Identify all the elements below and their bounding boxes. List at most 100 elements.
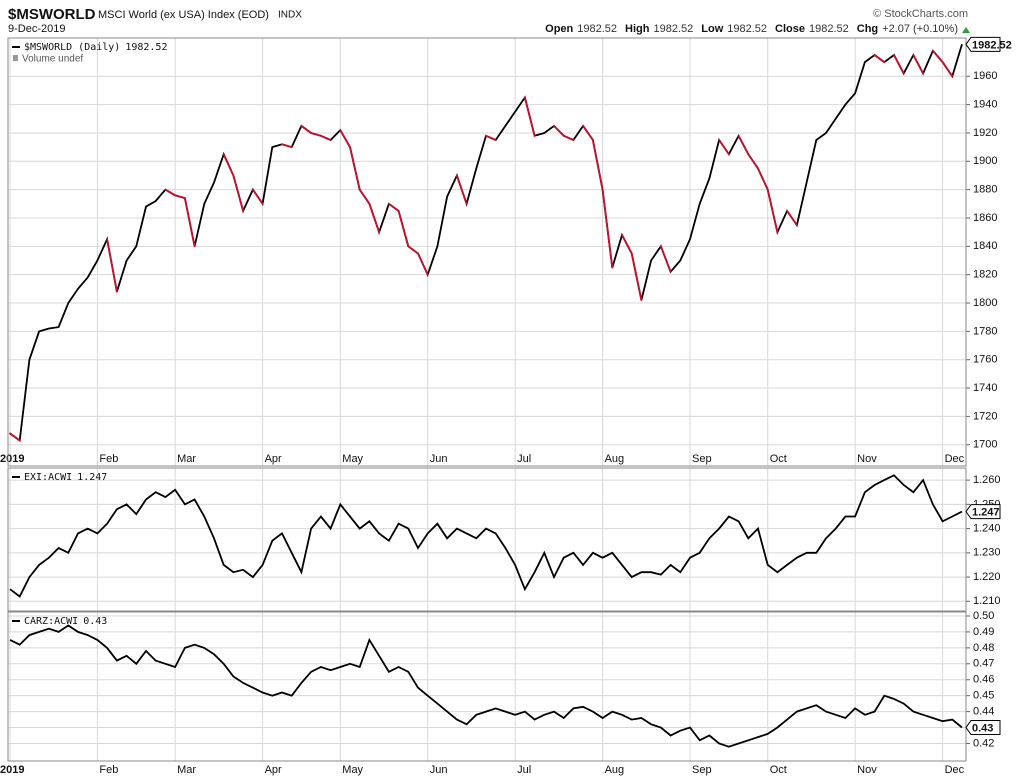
last-value-label: 1.247: [972, 507, 1000, 519]
down-segment: [397, 210, 410, 248]
source: © StockCharts.com: [873, 8, 968, 20]
stat-value: 1982.52: [809, 23, 849, 35]
panel-border: [7, 611, 967, 762]
x-tick-label: May: [342, 453, 363, 465]
panel-border: [7, 37, 967, 467]
down-segment: [523, 96, 536, 137]
stat-label: High: [625, 23, 650, 35]
last-value-box: [965, 720, 1001, 736]
y-tick-label: 0.48: [973, 642, 994, 654]
volume-icon: [13, 55, 18, 61]
last-value-box: [965, 36, 1001, 52]
price-line: [9, 474, 963, 598]
down-segment: [349, 146, 361, 191]
x-tick-label: Aug: [605, 764, 625, 776]
x-tick-label: Feb: [99, 764, 118, 776]
x-tick-label: Jun: [430, 764, 448, 776]
down-segment: [630, 252, 643, 302]
legend-name: CARZ:ACWI: [24, 616, 78, 627]
x-tick-label: Apr: [265, 453, 282, 465]
x-tick-label: Oct: [770, 764, 787, 776]
y-tick-label: 0.45: [973, 690, 994, 702]
stat-value: 1982.52: [654, 23, 694, 35]
x-tick-label: 2019: [0, 453, 24, 465]
x-tick-label: Mar: [177, 453, 196, 465]
down-segment: [941, 61, 954, 78]
last-value-box: [965, 504, 1001, 520]
x-tick-label: Aug: [605, 453, 625, 465]
down-segment: [387, 202, 400, 212]
stat-value: +2.07 (+0.10%): [882, 23, 958, 35]
legend-entry: EXI:ACWI 1.247: [24, 472, 107, 483]
y-tick-label: 1820: [973, 269, 997, 281]
down-segment: [931, 49, 944, 63]
down-segment: [621, 234, 633, 255]
down-segment: [222, 153, 235, 177]
x-tick-label: Sep: [692, 764, 712, 776]
price-line: [9, 44, 963, 443]
down-segment: [232, 174, 245, 212]
x-tick-label: Dec: [945, 453, 965, 465]
down-segment: [164, 188, 177, 197]
down-segment: [485, 134, 497, 141]
x-tick-label: Nov: [857, 764, 877, 776]
date: 9-Dec-2019: [8, 23, 65, 35]
y-tick-label: 1740: [973, 382, 997, 394]
legend-name: $MSWORLD (Daily): [24, 42, 120, 53]
down-segment: [9, 432, 21, 442]
y-tick-label: 1860: [973, 212, 997, 224]
x-tick-label: 2019: [0, 764, 24, 776]
y-tick-label: 1.230: [973, 547, 1001, 559]
y-tick-label: 1940: [973, 99, 997, 111]
y-tick-label: 0.44: [973, 706, 994, 718]
x-tick-label: May: [342, 764, 363, 776]
stat-label: Chg: [857, 23, 878, 35]
stat-label: Close: [775, 23, 805, 35]
down-segment: [455, 174, 468, 205]
y-tick-label: 1780: [973, 325, 997, 337]
down-segment: [786, 210, 798, 226]
stat-value: 1982.52: [727, 23, 767, 35]
y-tick-label: 1760: [973, 354, 997, 366]
stat-label: Open: [545, 23, 573, 35]
down-segment: [766, 188, 779, 234]
x-tick-label: Jun: [430, 453, 448, 465]
panel-border: [7, 467, 967, 612]
x-tick-label: Sep: [692, 453, 712, 465]
y-tick-label: 1720: [973, 410, 997, 422]
y-tick-label: 1960: [973, 70, 997, 82]
up-arrow: [962, 27, 970, 33]
down-segment: [183, 197, 196, 248]
x-tick-label: Jul: [517, 764, 531, 776]
exchange: INDX: [278, 10, 302, 21]
stats: Open 1982.52 High 1982.52 Low 1982.52 Close 198…: [545, 23, 958, 35]
y-tick-label: 1.210: [973, 595, 1001, 607]
down-segment: [553, 124, 565, 137]
down-segment: [300, 124, 313, 134]
y-tick-label: 1920: [973, 127, 997, 139]
last-value-label: 0.43: [972, 722, 993, 734]
down-segment: [582, 124, 594, 141]
price-line: [9, 624, 963, 748]
down-segment: [912, 54, 925, 75]
x-tick-label: Mar: [177, 764, 196, 776]
down-segment: [737, 134, 750, 156]
down-segment: [873, 54, 886, 63]
y-tick-label: 1840: [973, 240, 997, 252]
x-tick-label: Dec: [945, 764, 965, 776]
x-tick-label: Feb: [99, 453, 118, 465]
down-segment: [747, 153, 759, 170]
x-tick-label: Oct: [770, 453, 787, 465]
stat-value: 1982.52: [577, 23, 617, 35]
y-tick-label: 1880: [973, 184, 997, 196]
x-tick-label: Apr: [265, 764, 282, 776]
down-segment: [562, 134, 575, 141]
down-segment: [319, 134, 332, 141]
down-segment: [407, 245, 419, 255]
down-segment: [417, 252, 429, 276]
volume-note: Volume undef: [22, 54, 83, 65]
y-tick-label: 1.240: [973, 522, 1001, 534]
down-segment: [174, 194, 186, 200]
